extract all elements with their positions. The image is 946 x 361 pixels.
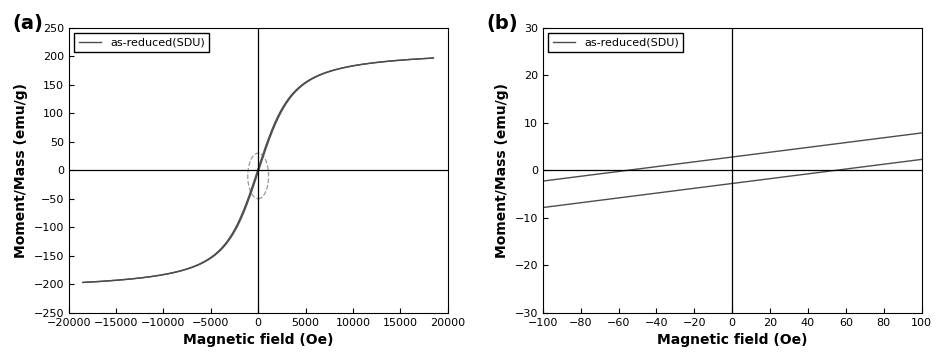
Legend: as-reduced(SDU): as-reduced(SDU) [75,33,209,52]
Y-axis label: Moment/Mass (emu/g): Moment/Mass (emu/g) [495,83,509,258]
X-axis label: Magnetic field (Oe): Magnetic field (Oe) [183,333,333,347]
Y-axis label: Moment/Mass (emu/g): Moment/Mass (emu/g) [14,83,27,258]
Text: (b): (b) [486,14,517,32]
Text: (a): (a) [12,14,43,32]
Legend: as-reduced(SDU): as-reduced(SDU) [549,33,683,52]
X-axis label: Magnetic field (Oe): Magnetic field (Oe) [657,333,808,347]
